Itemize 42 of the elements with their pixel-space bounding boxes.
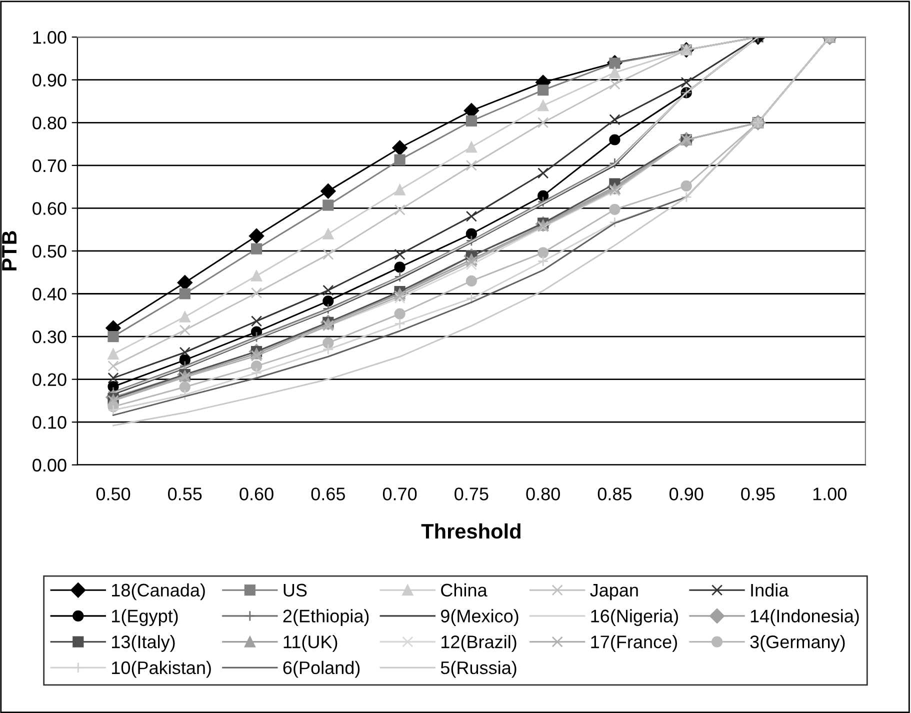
x-tick-label: 0.70 (382, 488, 417, 500)
legend-label: 6(Poland) (283, 660, 360, 678)
x-tick-label: 0.80 (526, 488, 560, 500)
y-tick-label: 0.10 (32, 416, 66, 429)
x-tick-label: 0.55 (168, 488, 202, 500)
x-tick-label: 0.90 (669, 488, 704, 500)
x-tick-label: 0.50 (96, 488, 130, 500)
x-tick-label: 0.60 (240, 488, 274, 500)
legend-label: 3(Germany) (750, 635, 845, 652)
y-axis-title: PTB (2, 231, 16, 270)
x-axis-title: Threshold (421, 523, 520, 539)
legend-label: 18(Canada) (112, 583, 205, 600)
y-tick-label: 0.60 (32, 202, 66, 215)
y-tick-label: 0.20 (32, 373, 66, 386)
y-tick-label: 1.00 (33, 31, 66, 44)
legend-label: 10(Pakistan) (112, 660, 211, 678)
legend-label: 2(Ethiopia) (283, 609, 369, 626)
legend-label: 11(UK) (284, 635, 338, 652)
legend-label: India (751, 583, 789, 597)
y-tick-label: 0.90 (32, 74, 66, 87)
legend-label: 12(Brazil) (442, 635, 516, 652)
legend-label: 17(France) (591, 635, 677, 652)
legend-label: 14(Indonesia) (750, 609, 859, 626)
legend-label: 16(Nigeria) (591, 609, 678, 626)
legend-label: 9(Mexico) (440, 609, 518, 626)
legend-label: 1(Egypt) (112, 609, 178, 626)
y-tick-label: 0.80 (32, 116, 66, 130)
x-tick-label: 0.95 (741, 488, 775, 500)
y-tick-label: 0.30 (32, 330, 66, 344)
x-tick-label: 1.00 (813, 488, 846, 500)
y-tick-label: 0.70 (32, 159, 66, 172)
legend-label: China (441, 583, 488, 597)
x-tick-label: 0.85 (598, 488, 632, 500)
legend-label: 13(Italy) (112, 635, 175, 652)
x-tick-label: 0.75 (454, 488, 488, 500)
legend-label: 5(Russia) (440, 660, 516, 678)
y-tick-label: 0.00 (32, 458, 66, 472)
legend-label: Japan (590, 584, 638, 600)
x-tick-label: 0.65 (311, 488, 345, 500)
y-tick-label: 0.40 (32, 288, 66, 300)
legend-label: US (284, 584, 307, 597)
y-tick-label: 0.50 (32, 244, 66, 258)
